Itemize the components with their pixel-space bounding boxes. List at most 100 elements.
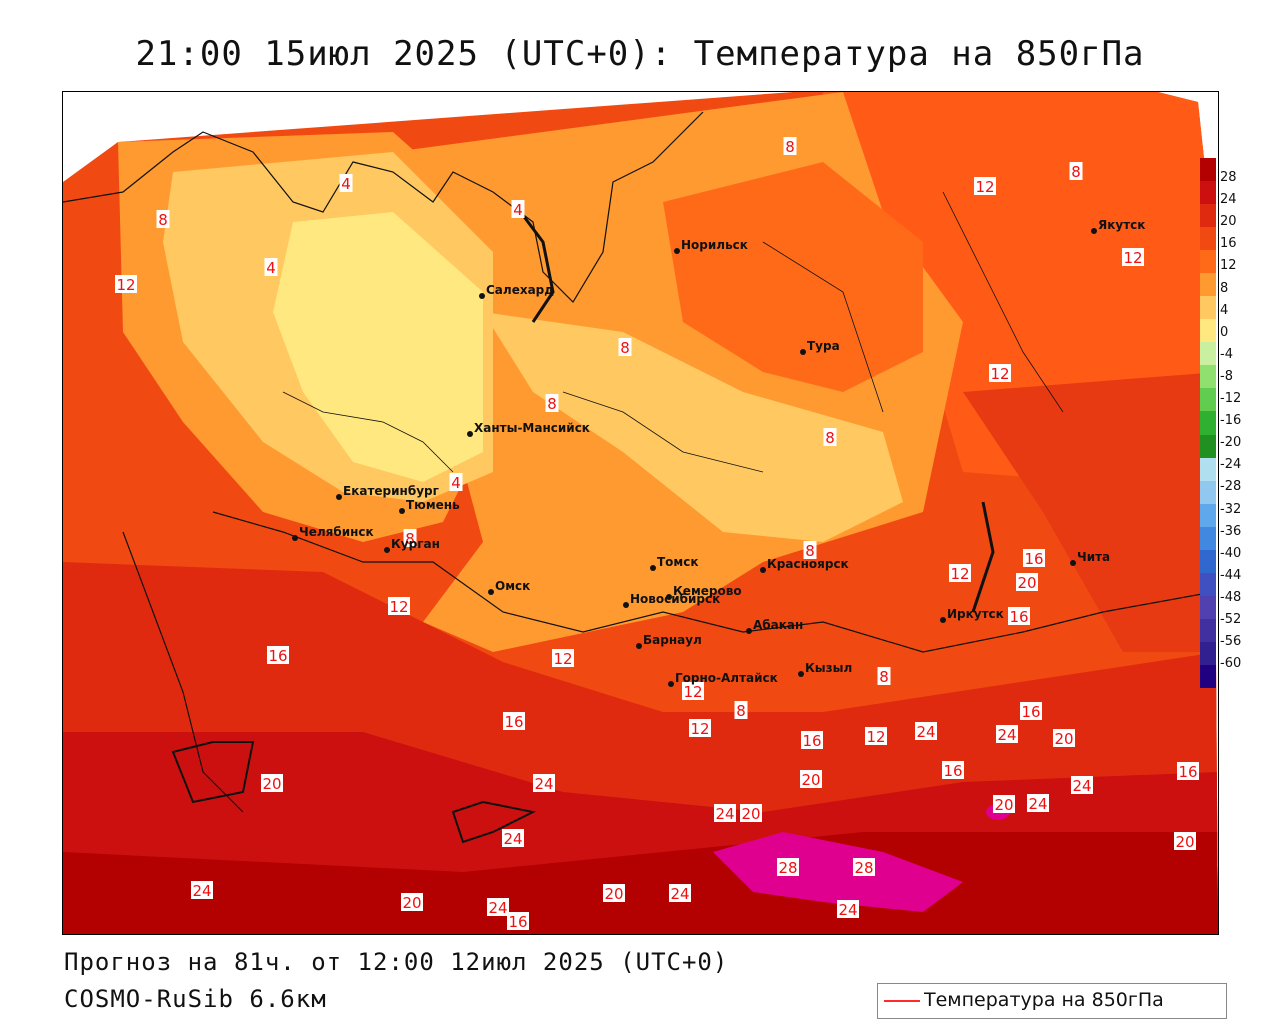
scale-swatch [1200,503,1216,528]
svg-text:4: 4 [513,201,523,219]
city-marker: Тура [800,339,840,355]
scale-swatch [1200,204,1216,228]
contour-value-label: 16 [942,761,964,780]
scale-swatch [1200,434,1216,459]
svg-text:12: 12 [1123,249,1142,267]
svg-text:8: 8 [1071,163,1081,181]
scale-tick-label: -20 [1220,435,1242,451]
city-label: Омск [495,579,530,593]
city-marker: Кызыл [798,661,852,677]
scale-tick-label: -60 [1220,656,1242,672]
temperature-field [63,92,1218,934]
contour-value-label: 24 [1071,776,1093,795]
scale-swatch [1200,480,1216,505]
svg-text:8: 8 [736,702,746,720]
city-dot [479,293,485,299]
svg-text:20: 20 [262,775,281,793]
city-marker: Норильск [674,238,748,254]
contour-value-label: 8 [783,137,797,156]
city-label: Челябинск [299,525,374,539]
scale-tick-label: -16 [1220,413,1242,429]
svg-text:24: 24 [715,805,734,823]
scale-swatch [1200,641,1216,666]
svg-text:8: 8 [547,395,557,413]
contour-value-label: 20 [1053,729,1075,748]
svg-text:12: 12 [950,565,969,583]
city-label: Ханты-Мансийск [474,421,590,435]
contour-value-label: 24 [714,804,736,823]
scale-swatch [1200,273,1216,297]
svg-text:20: 20 [741,805,760,823]
svg-text:24: 24 [670,885,689,903]
city-label: Барнаул [643,633,702,647]
scale-tick-label: -8 [1220,368,1233,384]
contour-value-label: 12 [388,597,410,616]
svg-text:12: 12 [990,365,1009,383]
city-marker: Новосибирск [623,592,720,608]
city-dot [666,594,672,600]
city-dot [623,602,629,608]
scale-tick-label: -4 [1220,346,1233,362]
contour-value-label: 24 [533,774,555,793]
scale-swatch [1200,595,1216,620]
contour-value-label: 8 [877,667,891,686]
contour-value-label: 16 [1020,702,1042,721]
scale-tick-label: -56 [1220,634,1242,650]
city-dot [467,431,473,437]
scale-tick-label: -12 [1220,391,1242,406]
svg-text:16: 16 [268,647,287,665]
scale-tick-label: 20 [1220,214,1237,230]
contour-value-label: 16 [1177,762,1199,781]
city-dot [399,508,405,514]
city-marker: Барнаул [636,633,702,649]
svg-text:12: 12 [389,598,408,616]
contour-value-label: 28 [853,858,875,877]
contour-value-label: 8 [734,701,748,720]
city-dot [384,547,390,553]
svg-text:24: 24 [503,830,522,848]
scale-swatch [1200,572,1216,597]
city-dot [760,567,766,573]
city-marker: Ханты-Мансийск [467,421,590,437]
svg-text:20: 20 [801,771,820,789]
scale-tick-label: -40 [1220,545,1242,561]
contour-value-label: 16 [267,646,289,665]
svg-text:8: 8 [785,138,795,156]
map-panel[interactable]: 8 4 12 4 4 8 8 12 8 12 12 8 4 8 8 12 8 12 16 20 16 16 12 12 8 12 8… [62,91,1219,935]
legend-line-swatch [884,1000,920,1002]
city-marker: Якутск [1091,218,1145,234]
scale-swatch [1200,365,1216,389]
contour-value-label: 28 [777,858,799,877]
contour-value-label: 24 [502,829,524,848]
city-marker: Тюмень [399,498,460,514]
svg-text:16: 16 [1021,703,1040,721]
borders [63,111,1214,844]
city-label: Горно-Алтайск [675,671,778,685]
contour-labels: 8 4 12 4 4 8 8 12 8 12 12 8 4 8 8 12 8 12 16 20 16 16 12 12 8 12 8… [115,137,1199,931]
svg-text:12: 12 [553,650,572,668]
svg-text:20: 20 [1175,833,1194,851]
city-dot [800,349,806,355]
contour-value-label: 20 [603,884,625,903]
svg-text:24: 24 [838,901,857,919]
temperature-color-scale [1200,158,1216,689]
svg-text:12: 12 [116,276,135,294]
contour-value-label: 16 [1023,549,1045,568]
scale-swatch [1200,296,1216,320]
contour-value-label: 24 [487,898,509,917]
city-marker: Салехард [479,283,554,299]
svg-text:24: 24 [1072,777,1091,795]
contour-value-label: 16 [801,731,823,750]
scale-tick-label: 16 [1220,236,1237,252]
city-label: Кызыл [805,661,852,675]
contour-value-label: 4 [339,174,353,193]
svg-text:16: 16 [943,762,962,780]
contour-value-label: 8 [618,338,632,357]
scale-tick-label: -24 [1220,457,1242,473]
contour-value-label: 8 [545,394,559,413]
contour-value-label: 12 [1122,248,1144,267]
city-dot [1091,228,1097,234]
svg-text:24: 24 [534,775,553,793]
scale-tick-label: -52 [1220,612,1242,627]
contour-value-label: 8 [823,428,837,447]
